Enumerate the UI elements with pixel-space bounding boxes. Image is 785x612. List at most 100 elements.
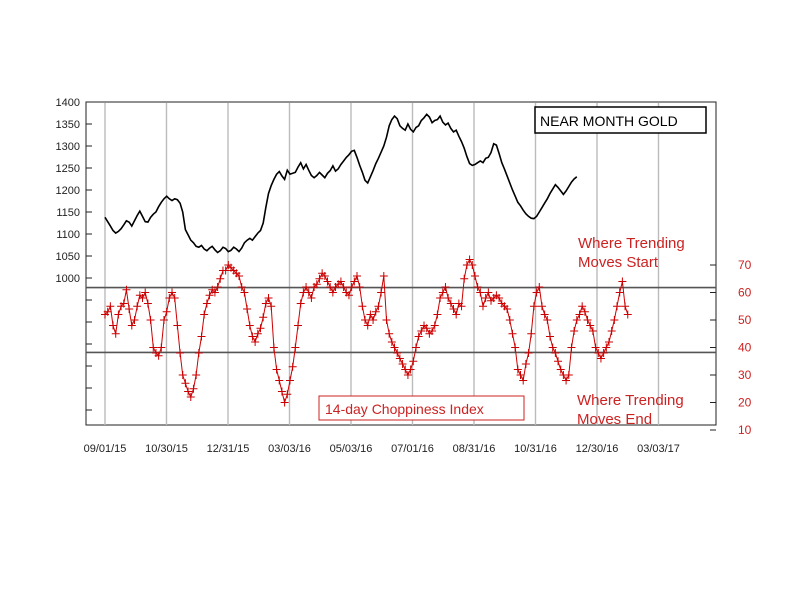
- choppiness-point: [409, 357, 418, 366]
- left-tick-label: 1400: [56, 97, 80, 109]
- choppiness-point: [122, 285, 131, 294]
- choppiness-point: [599, 349, 608, 357]
- x-tick-label: 08/31/16: [453, 443, 496, 455]
- choppiness-point: [452, 310, 461, 319]
- gold-price-series: [104, 113, 578, 254]
- choppiness-point: [272, 365, 281, 374]
- choppiness-point: [253, 329, 262, 338]
- choppiness-point: [430, 321, 439, 330]
- choppiness-point: [304, 288, 313, 297]
- annotation-start-line2: Moves Start: [578, 254, 659, 271]
- right-tick-label: 40: [738, 341, 752, 355]
- choppiness-point: [524, 349, 533, 357]
- choppiness-point: [350, 277, 359, 286]
- choppiness-point: [245, 321, 254, 330]
- choppiness-point: [433, 310, 442, 319]
- choppiness-point: [476, 288, 485, 297]
- right-axis: 70 60 50 40 30 20 10: [710, 258, 752, 437]
- choppiness-point: [551, 349, 560, 357]
- choppiness-point: [119, 299, 128, 308]
- choppiness-point: [285, 376, 294, 385]
- choppiness-point: [460, 274, 469, 283]
- choppiness-point: [613, 302, 622, 311]
- choppiness-point: [570, 327, 579, 335]
- choppiness-point: [527, 329, 536, 338]
- choppiness-point: [535, 283, 544, 291]
- choppiness-point: [554, 357, 563, 366]
- x-tick-label: 10/30/15: [145, 443, 188, 455]
- choppiness-point: [586, 321, 595, 330]
- x-tick-label: 12/31/15: [207, 443, 250, 455]
- choppiness-point: [390, 343, 399, 352]
- choppiness-point: [355, 283, 364, 291]
- choppiness-point: [344, 291, 353, 300]
- choppiness-point: [465, 255, 474, 264]
- choppiness-point: [216, 274, 225, 283]
- choppiness-point: [235, 272, 244, 280]
- price-title-box: [534, 106, 707, 134]
- choppiness-point: [109, 321, 118, 330]
- choppiness-point: [377, 288, 386, 297]
- choppiness-point: [256, 324, 265, 333]
- choppiness-point: [503, 305, 512, 313]
- choppiness-point: [444, 294, 453, 302]
- choppiness-point: [184, 387, 193, 396]
- choppiness-point: [607, 327, 616, 335]
- left-tick-label: 1050: [56, 251, 80, 263]
- choppiness-point: [328, 288, 337, 297]
- annotation-start-line1: Where Trending: [578, 235, 685, 252]
- gold-price-line: [104, 113, 578, 254]
- choppiness-point: [484, 288, 493, 297]
- choppiness-point: [162, 307, 171, 316]
- choppiness-point: [548, 343, 557, 352]
- annotation-end-line1: Where Trending: [577, 392, 684, 409]
- x-tick-label: 03/03/16: [268, 443, 311, 455]
- choppiness-point: [505, 316, 514, 324]
- right-tick-label: 10: [738, 423, 752, 437]
- choppiness-point: [623, 310, 632, 319]
- choppiness-point: [438, 288, 447, 297]
- choppiness-point: [261, 299, 270, 308]
- choppiness-point: [248, 332, 257, 341]
- choppiness-point: [267, 302, 276, 311]
- x-tick-label: 09/01/15: [84, 443, 127, 455]
- choppiness-point: [157, 343, 166, 352]
- choppiness-point: [621, 302, 630, 311]
- x-tick-label: 07/01/16: [391, 443, 434, 455]
- annotation-end-line2: Moves End: [577, 411, 652, 428]
- x-tick-label: 10/31/16: [514, 443, 557, 455]
- choppiness-point: [347, 283, 356, 291]
- choppiness-point: [556, 365, 565, 374]
- choppiness-point: [315, 274, 324, 283]
- choppiness-point: [516, 371, 525, 379]
- choppiness-point: [511, 343, 520, 352]
- choppiness-point: [382, 316, 391, 324]
- choppiness-point: [602, 343, 611, 352]
- choppiness-point: [519, 376, 528, 385]
- choppiness-point: [513, 365, 522, 374]
- vertical-gridlines: [104, 103, 660, 425]
- choppiness-point: [200, 310, 209, 319]
- choppiness-point: [441, 283, 450, 291]
- choppiness-point: [277, 387, 286, 396]
- choppiness-point: [159, 316, 168, 324]
- choppiness-point: [414, 332, 423, 341]
- choppiness-point: [529, 302, 538, 311]
- choppiness-point: [532, 288, 541, 297]
- choppiness-point: [473, 283, 482, 291]
- choppiness-point: [387, 338, 396, 346]
- choppiness-point: [192, 371, 201, 379]
- choppiness-point: [243, 305, 252, 313]
- choppiness-point: [154, 351, 163, 360]
- choppiness-point: [446, 299, 455, 308]
- choppiness-point: [288, 362, 297, 371]
- choppiness-point: [106, 302, 115, 311]
- choppiness-point: [202, 299, 211, 308]
- choppiness-point: [111, 329, 120, 338]
- left-tick-label: 1200: [56, 185, 80, 197]
- choppiness-point: [127, 321, 136, 330]
- choppiness-point: [240, 288, 249, 297]
- choppiness-point: [114, 310, 123, 319]
- choppiness-point: [141, 288, 150, 297]
- left-tick-label: 1300: [56, 141, 80, 153]
